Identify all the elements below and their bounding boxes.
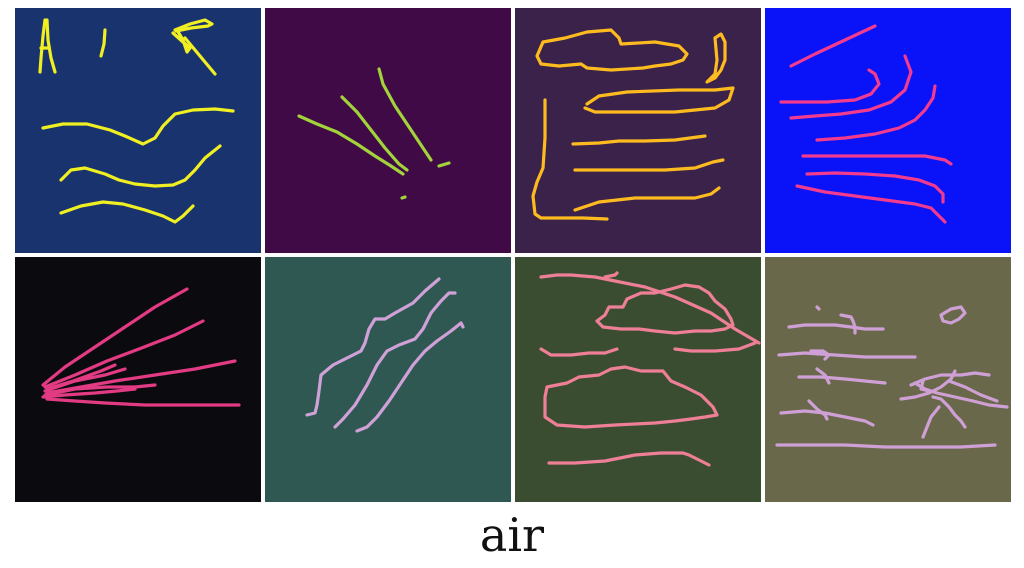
doodle-stroke	[817, 307, 819, 309]
doodle-tile	[15, 257, 261, 502]
doodle-drawing	[265, 8, 511, 253]
doodle-drawing	[15, 8, 261, 253]
doodle-drawing	[265, 257, 511, 502]
caption-label: air	[0, 505, 1024, 565]
doodle-tile	[515, 8, 761, 253]
doodle-drawing	[15, 257, 261, 502]
doodle-drawing	[765, 8, 1011, 253]
doodle-drawing	[515, 8, 761, 253]
doodle-tile	[15, 8, 261, 253]
doodle-tile	[265, 8, 511, 253]
doodle-tile	[765, 257, 1011, 502]
doodle-tile	[265, 257, 511, 502]
doodle-tile	[515, 257, 761, 502]
doodle-drawing	[765, 257, 1011, 502]
doodle-drawing	[515, 257, 761, 502]
doodle-stroke	[402, 197, 405, 198]
doodle-tile	[765, 8, 1011, 253]
